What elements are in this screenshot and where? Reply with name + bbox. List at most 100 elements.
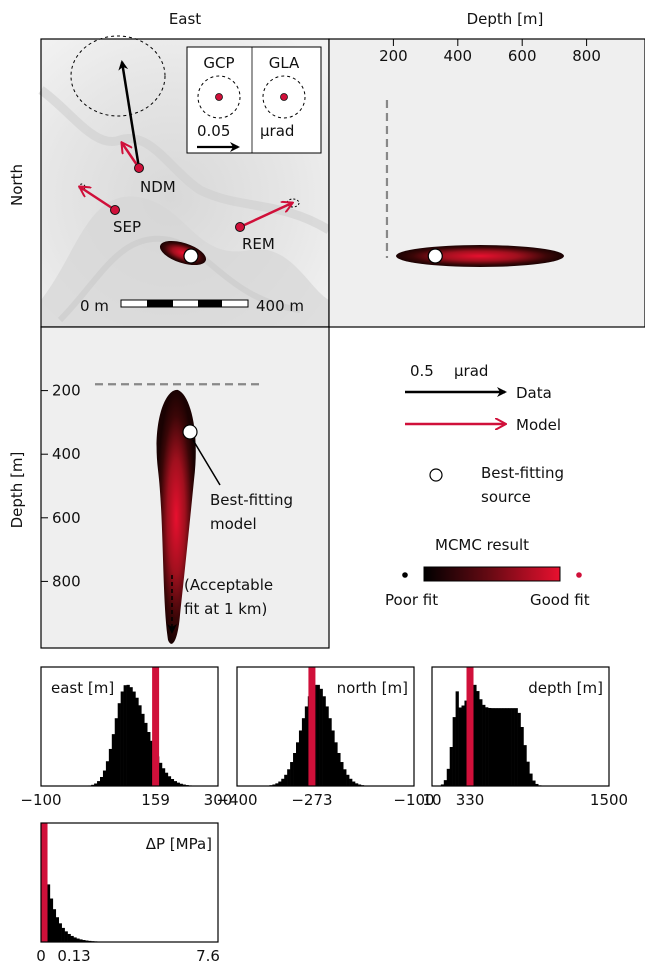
hist-depth-bin <box>482 704 486 786</box>
hist-hist-east: east [m] −100 159 300 <box>20 666 233 809</box>
legend-best-symbol <box>429 468 443 482</box>
hist-east-bin <box>117 703 121 786</box>
hist-east-best-line <box>152 667 160 786</box>
hist-north-bin <box>298 730 303 786</box>
gla-error-circle <box>262 75 306 119</box>
hist-north-bin <box>290 762 294 786</box>
hist-dp-bin <box>85 940 89 942</box>
hist-depth-bin <box>458 707 462 786</box>
gla-label: GLA <box>269 54 300 72</box>
hist-dp-bin <box>52 909 57 942</box>
best-model-leader <box>192 439 221 486</box>
rem-label: REM <box>242 235 275 253</box>
hist-east-bin <box>138 705 142 786</box>
acceptable-label-2: fit at 1 km) <box>184 600 267 618</box>
gla-dot <box>280 93 288 101</box>
hist-depth-frame <box>431 666 610 787</box>
ndm-data-arrow <box>118 60 141 169</box>
hist-north-bin <box>334 742 338 786</box>
hist-depth-bin <box>449 747 453 786</box>
hist-north-frame <box>236 666 415 787</box>
hist-depth-tick-min: 10 <box>422 791 441 809</box>
hist-dp-bin <box>64 931 68 942</box>
hist-dp-label: ΔP [MPa] <box>146 835 212 853</box>
hist-depth-bin <box>485 707 489 786</box>
hist-depth-bin <box>511 708 515 786</box>
hist-east-bin <box>147 732 151 786</box>
ndm-label: NDM <box>140 178 176 196</box>
hist-north-label: north [m] <box>337 679 408 697</box>
scale-bar-frame <box>120 299 249 308</box>
hist-north-tick-min: −400 <box>216 791 257 809</box>
hist-east-bin <box>164 772 169 786</box>
hist-north-bin <box>346 774 350 786</box>
legend-scale-value: 0.5 <box>410 362 434 380</box>
hist-north-bin <box>275 783 279 786</box>
scale-bar-seg-1 <box>147 300 173 307</box>
hist-north-bin <box>284 774 288 786</box>
best-model-label-1: Best-fitting <box>210 491 293 509</box>
ndm-error-ellipse <box>70 35 166 117</box>
legend-model-label: Model <box>516 416 561 434</box>
hist-east-label: east [m] <box>51 679 114 697</box>
inset-scale-unit: µrad <box>260 122 294 140</box>
hist-depth-bin <box>496 708 501 786</box>
hist-depth-bin <box>440 784 445 786</box>
terrain-valley <box>57 235 301 323</box>
hist-depth-bin <box>464 700 468 786</box>
ed-tick-label-2: 600 <box>52 509 81 527</box>
hist-depth-bin <box>455 691 459 786</box>
gcp-error-circle <box>197 75 241 119</box>
hist-north-bin <box>287 769 291 786</box>
legend-scale-unit: µrad <box>454 362 488 380</box>
inset-scale-value: 0.05 <box>197 122 230 140</box>
dn-tick-label-3: 800 <box>572 47 601 65</box>
depth-north-frame <box>328 38 645 328</box>
hist-north-bin <box>337 752 341 786</box>
hist-east-tick-min: −100 <box>20 791 61 809</box>
hist-north-bin <box>293 752 297 786</box>
hist-depth-bin <box>443 780 448 786</box>
hist-dp-bin <box>82 940 86 942</box>
hist-depth-bin <box>446 768 450 786</box>
east-header: East <box>169 10 201 28</box>
east-depth-frame <box>40 326 330 649</box>
hist-north-bin <box>296 742 300 786</box>
hist-east-bin <box>150 740 154 786</box>
scale-bar-seg-2 <box>198 300 222 307</box>
hist-dp-best-line <box>40 823 48 942</box>
ed-best-fit-source <box>182 424 198 440</box>
dn-mcmc-cloud <box>396 245 564 267</box>
hist-north-bin <box>316 684 320 786</box>
hist-north-bin <box>357 784 362 786</box>
hist-east-bin <box>111 734 116 786</box>
hist-east-bin <box>126 684 130 786</box>
hist-east-bin <box>179 783 183 786</box>
hist-dp-bin <box>76 938 80 942</box>
hist-east-tick-max: 300 <box>204 791 233 809</box>
hist-depth-bin <box>514 708 518 786</box>
hist-dp-bin <box>61 927 65 942</box>
dn-tick-label-2: 600 <box>508 47 537 65</box>
hist-east-bin <box>132 691 136 786</box>
hist-north-bin <box>349 778 353 786</box>
hist-depth-bin <box>523 745 527 786</box>
rem-error-ellipse <box>286 198 300 208</box>
dn-tick-label-1: 400 <box>443 47 472 65</box>
inset-box <box>186 46 322 154</box>
depth-north-panel: 200 400 600 800 <box>328 38 645 328</box>
hist-dp-frame <box>40 822 219 943</box>
hist-east-bin <box>159 762 163 786</box>
hist-depth-bin <box>476 691 480 786</box>
hist-east-tick-best: 159 <box>141 791 170 809</box>
legend-best-label-2: source <box>481 488 531 506</box>
legend-best-label-1: Best-fitting <box>481 464 564 482</box>
dn-best-fit-source <box>427 248 443 264</box>
hist-east-frame <box>40 666 219 787</box>
depth-north-background <box>329 39 645 327</box>
hist-depth-bin <box>526 761 530 786</box>
hist-dp-bg <box>41 823 218 942</box>
hist-north-bin <box>352 781 356 786</box>
ndm-model-arrow <box>122 143 141 169</box>
